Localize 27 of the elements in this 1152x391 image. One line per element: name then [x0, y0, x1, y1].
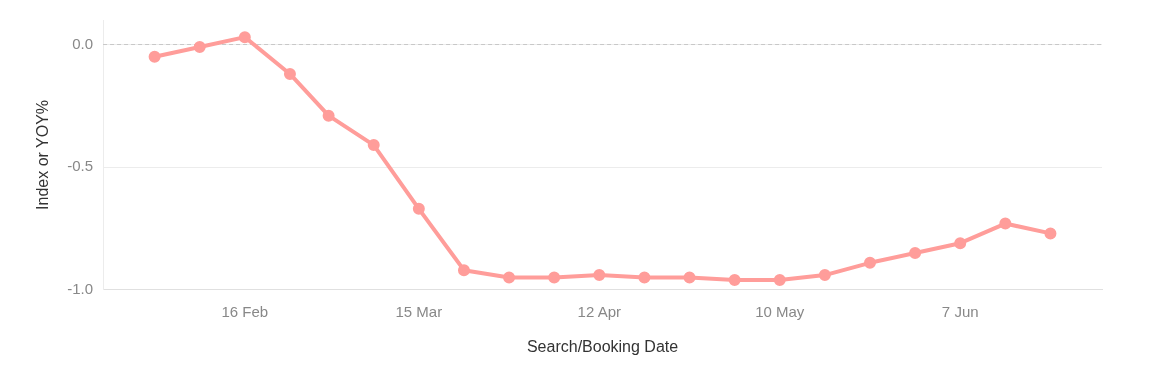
x-axis-title: Search/Booking Date	[526, 337, 679, 355]
point	[909, 247, 922, 260]
point	[728, 273, 741, 286]
x-tick-label: 12 Apr	[577, 302, 621, 320]
y-tick-label: -1.0	[67, 279, 94, 297]
y-tick-label: 0.0	[72, 34, 94, 52]
point	[773, 273, 786, 286]
x-tick-label: 15 Mar	[395, 302, 443, 320]
point	[999, 217, 1012, 230]
point	[818, 269, 831, 282]
point	[322, 109, 335, 122]
point	[683, 271, 696, 284]
point	[954, 237, 967, 250]
y-axis-title: Index or YOY%	[34, 99, 52, 210]
y-tick-label: -0.5	[67, 157, 94, 175]
point	[638, 271, 651, 284]
x-tick-label: 10 May	[755, 302, 805, 320]
point	[548, 271, 561, 284]
x-tick-label: 16 Feb	[221, 302, 269, 320]
point	[457, 264, 470, 277]
point	[863, 256, 876, 269]
point	[367, 139, 380, 152]
point	[412, 202, 425, 215]
point	[503, 271, 516, 284]
x-tick-label: 7 Jun	[941, 302, 979, 320]
point	[1044, 227, 1057, 240]
point	[593, 269, 606, 282]
